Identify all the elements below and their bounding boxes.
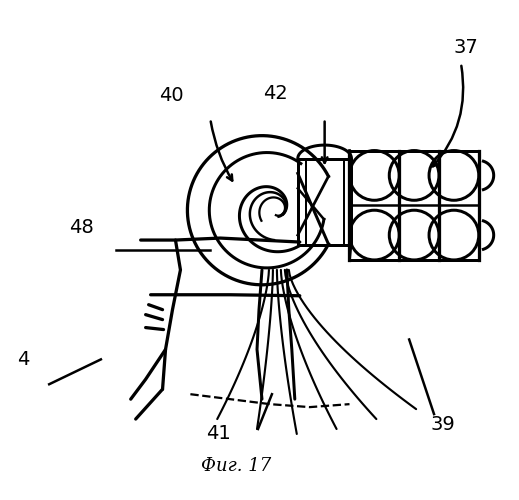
Text: 37: 37: [454, 38, 479, 56]
Text: 48: 48: [69, 218, 94, 237]
Text: Фиг. 17: Фиг. 17: [201, 458, 271, 475]
Text: 39: 39: [430, 414, 455, 434]
Text: 42: 42: [263, 84, 288, 103]
Text: 4: 4: [17, 350, 29, 369]
Text: 40: 40: [159, 86, 184, 106]
Text: 41: 41: [206, 424, 230, 444]
